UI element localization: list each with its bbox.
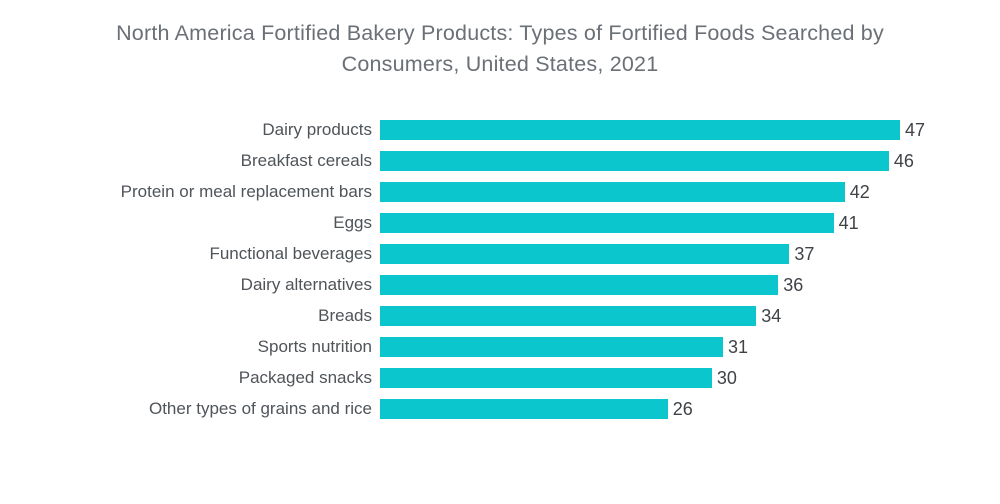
- chart-row: Protein or meal replacement bars 42: [0, 182, 1000, 202]
- bar: [380, 306, 757, 326]
- bar-area: 31: [380, 337, 1000, 358]
- bar-area: 26: [380, 399, 1000, 420]
- bar: [380, 399, 668, 419]
- category-label: Packaged snacks: [238, 368, 372, 387]
- bar-area: 46: [380, 151, 1000, 172]
- category-label: Other types of grains and rice: [148, 399, 372, 418]
- value-label: 47: [905, 119, 926, 140]
- value-label: 42: [849, 181, 870, 202]
- value-label: 41: [838, 212, 859, 233]
- bar-area: 47: [380, 120, 1000, 141]
- bar: [380, 244, 790, 264]
- bar-area: 34: [380, 306, 1000, 327]
- bar-area: 42: [380, 182, 1000, 203]
- category-label: Eggs: [333, 213, 372, 232]
- value-label: 26: [672, 398, 693, 419]
- chart-row: Dairy alternatives 36: [0, 275, 1000, 295]
- bar: [380, 368, 712, 388]
- bar: [380, 337, 723, 357]
- category-label: Sports nutrition: [257, 337, 372, 356]
- category-label: Breakfast cereals: [240, 151, 372, 170]
- value-label: 34: [761, 305, 782, 326]
- bar-area: 37: [380, 244, 1000, 265]
- chart-row: Dairy products 47: [0, 120, 1000, 140]
- bar-area: 36: [380, 275, 1000, 296]
- chart-row: Breakfast cereals 46: [0, 151, 1000, 171]
- value-label: 31: [728, 336, 749, 357]
- bar-chart: Dairy products 47 Breakfast cereals 46 P…: [0, 120, 1000, 419]
- chart-row: Breads 34: [0, 306, 1000, 326]
- bar: [380, 151, 889, 171]
- value-label: 37: [794, 243, 815, 264]
- bar-area: 30: [380, 368, 1000, 389]
- chart-row: Sports nutrition 31: [0, 337, 1000, 357]
- chart-row: Other types of grains and rice 26: [0, 399, 1000, 419]
- chart-row: Eggs 41: [0, 213, 1000, 233]
- value-label: 30: [716, 367, 737, 388]
- category-label: Functional beverages: [209, 244, 372, 263]
- category-label: Breads: [318, 306, 372, 325]
- chart-row: Packaged snacks 30: [0, 368, 1000, 388]
- bar: [380, 120, 900, 140]
- bar-area: 41: [380, 213, 1000, 234]
- category-label: Protein or meal replacement bars: [120, 182, 372, 201]
- chart-title: North America Fortified Bakery Products:…: [116, 21, 884, 76]
- bar: [380, 182, 845, 202]
- value-label: 46: [893, 150, 914, 171]
- category-label: Dairy products: [262, 120, 372, 139]
- bar: [380, 213, 834, 233]
- value-label: 36: [783, 274, 804, 295]
- chart-row: Functional beverages 37: [0, 244, 1000, 264]
- bar: [380, 275, 779, 295]
- category-label: Dairy alternatives: [240, 275, 372, 294]
